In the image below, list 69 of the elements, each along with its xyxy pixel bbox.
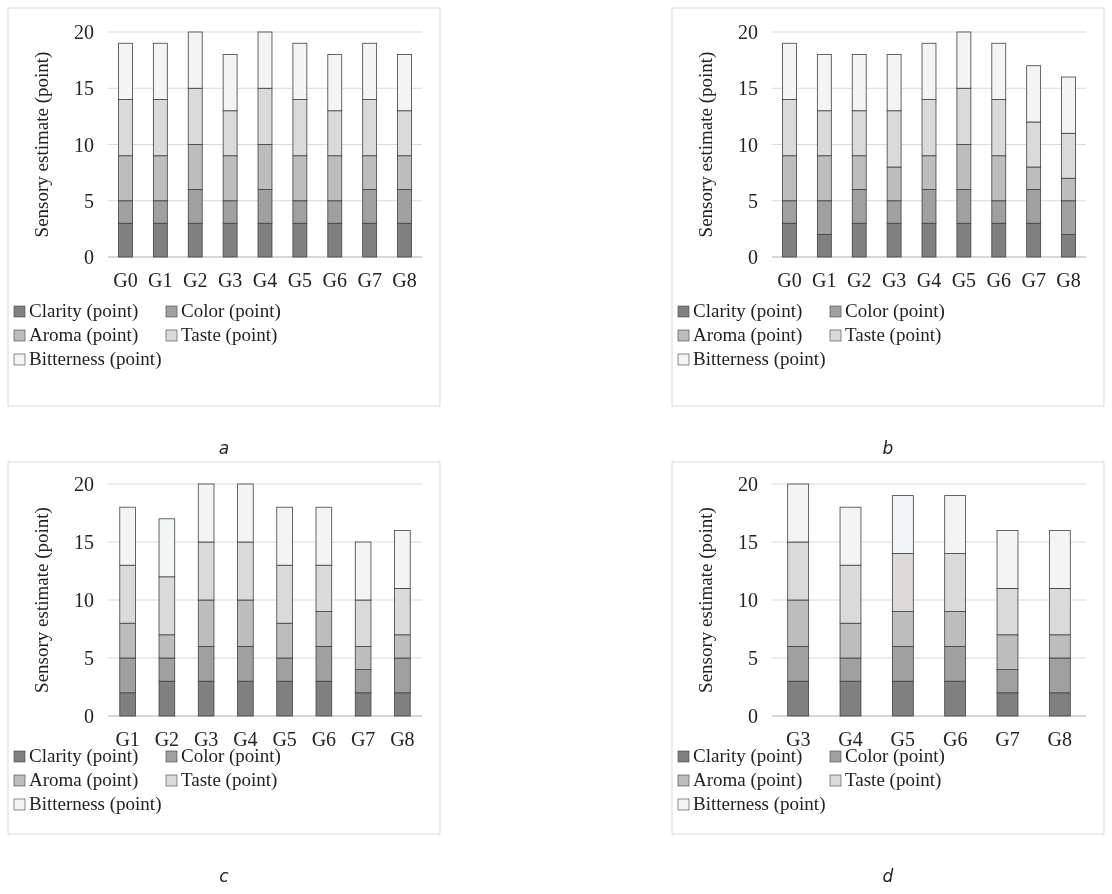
x-tick-label: G6 xyxy=(986,269,1011,291)
y-axis-title: Sensory estimate (point) xyxy=(31,507,53,693)
x-tick-label: G5 xyxy=(287,269,313,291)
legend-label: Color (point) xyxy=(845,300,945,322)
legend-label: Taste (point) xyxy=(845,769,942,791)
x-tick-label: G4 xyxy=(916,269,942,291)
x-tick-label: G6 xyxy=(942,728,968,750)
legend-label: Bitterness (point) xyxy=(693,793,826,815)
y-tick-label: 0 xyxy=(84,705,94,727)
x-tick-label: G8 xyxy=(1047,728,1073,750)
x-tick-label: G7 xyxy=(357,269,382,291)
x-tick-label: G8 xyxy=(392,269,417,291)
y-tick-label: 10 xyxy=(74,589,94,611)
legend-label: Taste (point) xyxy=(181,769,278,791)
legend-label: Aroma (point) xyxy=(693,769,803,791)
x-tick-label: G1 xyxy=(812,269,837,291)
y-axis-title: Sensory estimate (point) xyxy=(695,507,717,693)
y-tick-label: 20 xyxy=(74,21,94,43)
y-tick-label: 0 xyxy=(748,705,758,727)
x-tick-label: G7 xyxy=(350,728,376,750)
y-tick-label: 10 xyxy=(74,133,94,156)
x-tick-label: G8 xyxy=(390,728,415,750)
y-tick-label: 10 xyxy=(738,589,758,611)
x-tick-label: G1 xyxy=(148,269,173,291)
y-tick-label: 15 xyxy=(738,531,758,553)
x-tick-label: G3 xyxy=(881,269,907,291)
y-tick-label: 0 xyxy=(84,246,94,268)
x-tick-label: G8 xyxy=(1056,269,1081,291)
x-tick-label: G3 xyxy=(217,269,243,291)
y-tick-label: 5 xyxy=(84,647,94,669)
x-tick-label: G2 xyxy=(847,269,872,291)
y-tick-label: 20 xyxy=(738,473,758,495)
y-tick-label: 10 xyxy=(738,133,758,156)
x-tick-label: G5 xyxy=(951,269,977,291)
text: d xyxy=(882,866,894,886)
legend-label: Bitterness (point) xyxy=(693,348,826,370)
x-tick-label: G6 xyxy=(322,269,347,291)
y-tick-label: 5 xyxy=(748,647,758,669)
legend-label: Aroma (point) xyxy=(29,324,139,346)
y-tick-label: 15 xyxy=(738,77,758,100)
legend-label: Color (point) xyxy=(181,300,281,322)
legend-label: Taste (point) xyxy=(845,324,942,346)
y-tick-label: 5 xyxy=(748,189,758,212)
x-tick-label: G7 xyxy=(1021,269,1046,291)
x-tick-label: G6 xyxy=(311,728,337,750)
x-tick-label: G7 xyxy=(995,728,1020,750)
y-tick-label: 5 xyxy=(84,189,94,212)
y-tick-label: 20 xyxy=(738,21,758,43)
text: c xyxy=(219,866,230,886)
legend-label: Clarity (point) xyxy=(29,300,139,322)
x-tick-label: G2 xyxy=(183,269,208,291)
x-tick-label: G2 xyxy=(154,728,180,750)
x-tick-label: G4 xyxy=(252,269,278,291)
legend-label: Aroma (point) xyxy=(29,769,139,791)
y-tick-label: 15 xyxy=(74,531,94,553)
y-tick-label: 20 xyxy=(74,473,94,495)
y-axis-title: Sensory estimate (point) xyxy=(695,51,717,238)
legend-label: Bitterness (point) xyxy=(29,348,162,370)
legend-label: Taste (point) xyxy=(181,324,278,346)
legend-label: Bitterness (point) xyxy=(29,793,162,815)
text: a xyxy=(218,438,230,458)
y-tick-label: 15 xyxy=(74,77,94,100)
x-tick-label: G0 xyxy=(113,269,138,291)
y-tick-label: 0 xyxy=(748,246,758,268)
x-tick-label: G0 xyxy=(777,269,802,291)
legend-label: Aroma (point) xyxy=(693,324,803,346)
text: b xyxy=(882,438,894,458)
legend-label: Clarity (point) xyxy=(693,300,803,322)
y-axis-title: Sensory estimate (point) xyxy=(31,51,53,238)
